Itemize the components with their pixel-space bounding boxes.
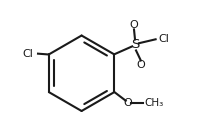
Text: O: O (129, 20, 138, 30)
Text: CH₃: CH₃ (144, 98, 163, 108)
Text: O: O (137, 60, 146, 70)
Text: Cl: Cl (23, 49, 34, 59)
Text: Cl: Cl (159, 34, 169, 44)
Text: O: O (124, 98, 132, 108)
Text: S: S (131, 38, 140, 51)
